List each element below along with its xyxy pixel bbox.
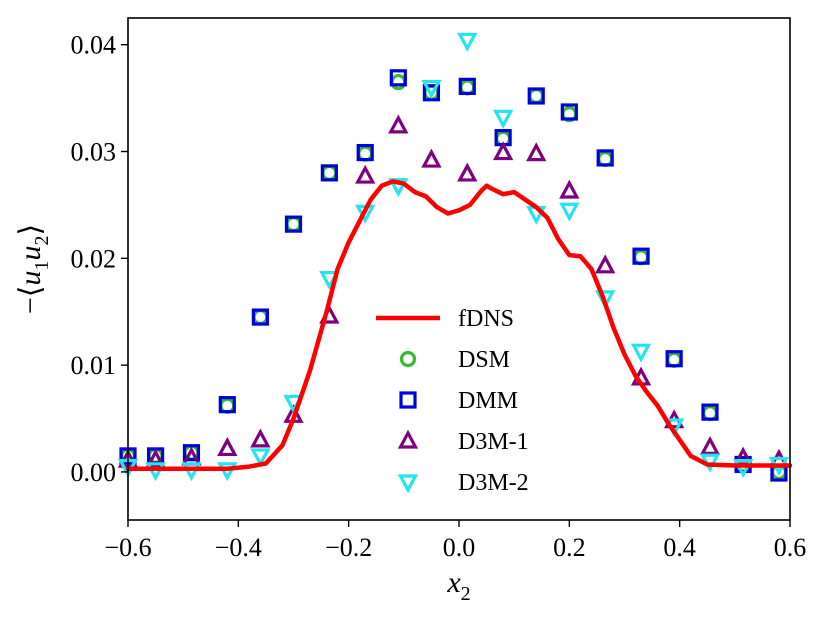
data-point-dmm [251,308,269,326]
data-point-d3m-1 [492,141,514,161]
legend-label: DSM [458,347,510,373]
data-point-d3m-2 [388,178,409,198]
y-tick-label: 0.01 [71,351,117,380]
legend-label: DMM [458,388,518,414]
legend-marker-swatch [399,350,417,368]
series-d3m-1 [117,114,790,468]
series-dmm [119,69,788,482]
y-tick-label: 0.00 [71,458,117,487]
data-point-dmm [356,143,374,162]
data-point-dmm [596,149,614,167]
data-point-d3m-1 [457,162,478,182]
data-point-d3m-1 [217,437,238,457]
series-dsm [119,73,788,481]
x-tick-label: −0.6 [104,533,151,562]
y-axis-label-u1: u [14,271,47,286]
data-point-d3m-2 [457,32,478,52]
data-point-d3m-1 [595,254,616,274]
legend-marker-swatch [397,474,419,494]
x-tick-label: 0.0 [443,533,476,562]
data-point-d3m-2 [250,448,271,468]
legend-label: D3M-1 [458,429,529,455]
x-tick-label: 0.2 [553,533,586,562]
legend-item-d3m-1: D3M-1 [397,429,529,455]
data-point-dsm [321,164,338,181]
legend-label: fDNS [458,306,514,332]
data-point-dmm [284,215,303,233]
y-tick-label: 0.02 [71,244,117,273]
data-point-dsm [252,308,269,326]
series-layer [117,32,793,482]
legend-item-dmm: DMM [399,388,518,414]
legend-label: D3M-2 [458,470,529,496]
y-axis-label-u2: u [14,246,47,261]
data-point-dsm [285,216,302,233]
data-point-d3m-1 [526,142,547,162]
data-point-d3m-1 [145,448,166,468]
legend-marker-swatch [399,391,417,409]
y-axis-label-prefix: −⟨ [14,286,47,315]
x-axis-label-sub: 2 [461,583,471,605]
series-line-fdns [125,179,793,471]
data-point-d3m-2 [630,343,652,363]
data-point-dmm [527,87,545,105]
x-tick-label: 0.4 [663,533,696,562]
y-axis-label-suffix: ⟩ [14,224,47,236]
data-point-d3m-2 [421,79,442,99]
data-point-dmm [665,350,683,368]
y-axis-label-sub2: 2 [31,236,53,246]
data-point-d3m-2 [492,109,514,129]
data-point-dmm [422,84,441,102]
y-tick-label: 0.04 [71,31,117,60]
legend-item-fdns: fDNS [376,306,514,332]
legend-marker-swatch [397,429,419,449]
legend-item-dsm: DSM [399,347,510,373]
y-axis-label-sub1: 1 [31,261,53,271]
x-axis-label: x2 [446,566,470,605]
data-point-d3m-1 [388,114,409,134]
data-point-d3m-1 [355,164,376,184]
data-point-d3m-1 [421,148,442,168]
x-axis-label-base: x [446,566,461,599]
data-point-d3m-1 [559,179,580,199]
data-point-dmm [701,403,719,421]
y-tick-label: 0.03 [71,138,117,167]
legend-item-d3m-2: D3M-2 [397,470,529,496]
data-point-dmm [389,69,407,87]
data-point-dsm [390,73,407,91]
x-tick-label: −0.2 [325,533,372,562]
data-point-dmm [320,164,338,182]
data-point-dmm [560,103,578,121]
data-point-dmm [218,396,236,414]
data-point-dmm [458,77,476,95]
data-point-dmm [632,247,650,265]
data-point-d3m-1 [250,428,271,448]
legend: fDNS DSM DMM D3M-1 D3M-2 [376,306,529,496]
data-point-d3m-2 [559,202,580,222]
x-tick-label: 0.6 [774,533,807,562]
y-axis-label: −⟨u1u2⟩ [14,224,53,314]
x-tick-label: −0.4 [215,533,262,562]
data-point-dsm [528,87,545,105]
ticks-layer: −0.6 −0.4 −0.2 0.0 0.2 0.4 0.6 0.00 0.01 0.02 0.03… [71,31,807,562]
data-point-dmm [182,444,201,462]
data-point-d3m-1 [699,435,721,455]
